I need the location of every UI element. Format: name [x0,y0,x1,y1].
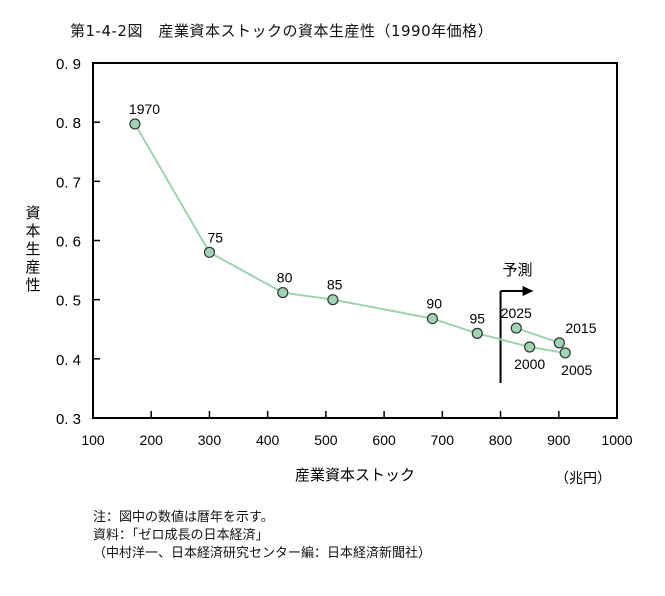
x-tick-label: 900 [547,432,571,448]
x-tick-label: 800 [489,432,513,448]
y-tick-label: 0. 4 [56,352,81,369]
data-point-label: 2025 [501,305,532,321]
y-tick-label: 0. 3 [56,411,81,428]
data-point [471,327,483,339]
source-detail-line: （中村洋一、日本経済研究センター編：日本経済新聞社） [93,546,432,561]
data-point [327,294,339,306]
data-point [129,118,141,130]
data-point-label: 75 [207,229,223,245]
x-tick-label: 300 [198,432,222,448]
y-axis-label-char: 資 [25,205,40,222]
data-point-label: 2005 [561,362,592,378]
chart-notes: 注：図中の数値は暦年を示す。 資料：「ゼロ成長の日本経済」 （中村洋一、日本経済… [93,509,431,563]
y-axis-label-char: 生 [25,241,40,258]
y-tick-label: 0. 9 [56,56,81,73]
series-line [134,123,568,355]
y-tick-label: 0. 6 [56,234,81,251]
data-point-label: 95 [469,310,485,326]
y-axis-label-char: 性 [25,277,40,294]
forecast-arrow-icon [522,286,534,296]
y-tick-label: 0. 5 [56,293,81,310]
data-point-label: 80 [277,270,293,286]
y-tick-label: 0. 7 [56,174,81,191]
data-point-label: 85 [327,277,343,293]
data-point-label: 2015 [565,320,596,336]
forecast-label: 予測 [503,262,533,279]
data-point [510,322,522,334]
data-point-label: 90 [426,296,442,312]
data-point [426,313,439,325]
data-point [277,286,289,299]
chart-title: 第1-4-2図 産業資本ストックの資本生産性（1990年価格） [70,22,494,40]
x-tick-label: 100 [81,432,105,448]
x-tick-label: 500 [314,432,338,448]
x-axis-label: 産業資本ストック [295,467,415,484]
y-axis-label-char: 本 [25,223,40,240]
x-tick-label: 1000 [601,432,632,448]
data-point [203,246,216,258]
y-axis-label-char: 産 [25,259,40,276]
x-axis-unit: （兆円） [555,470,611,486]
data-point [524,341,536,353]
x-tick-label: 600 [372,432,396,448]
data-point-label: 2000 [514,356,545,372]
source-line: 資料：「ゼロ成長の日本経済」 [93,528,269,543]
data-point-label: 1970 [129,101,160,117]
data-point [559,347,571,359]
data-point [553,337,565,349]
x-tick-label: 200 [140,432,164,448]
x-tick-label: 400 [256,432,280,448]
note-line: 注：図中の数値は暦年を示す。 [93,510,274,525]
y-tick-label: 0. 8 [56,115,81,132]
x-tick-label: 700 [431,432,455,448]
